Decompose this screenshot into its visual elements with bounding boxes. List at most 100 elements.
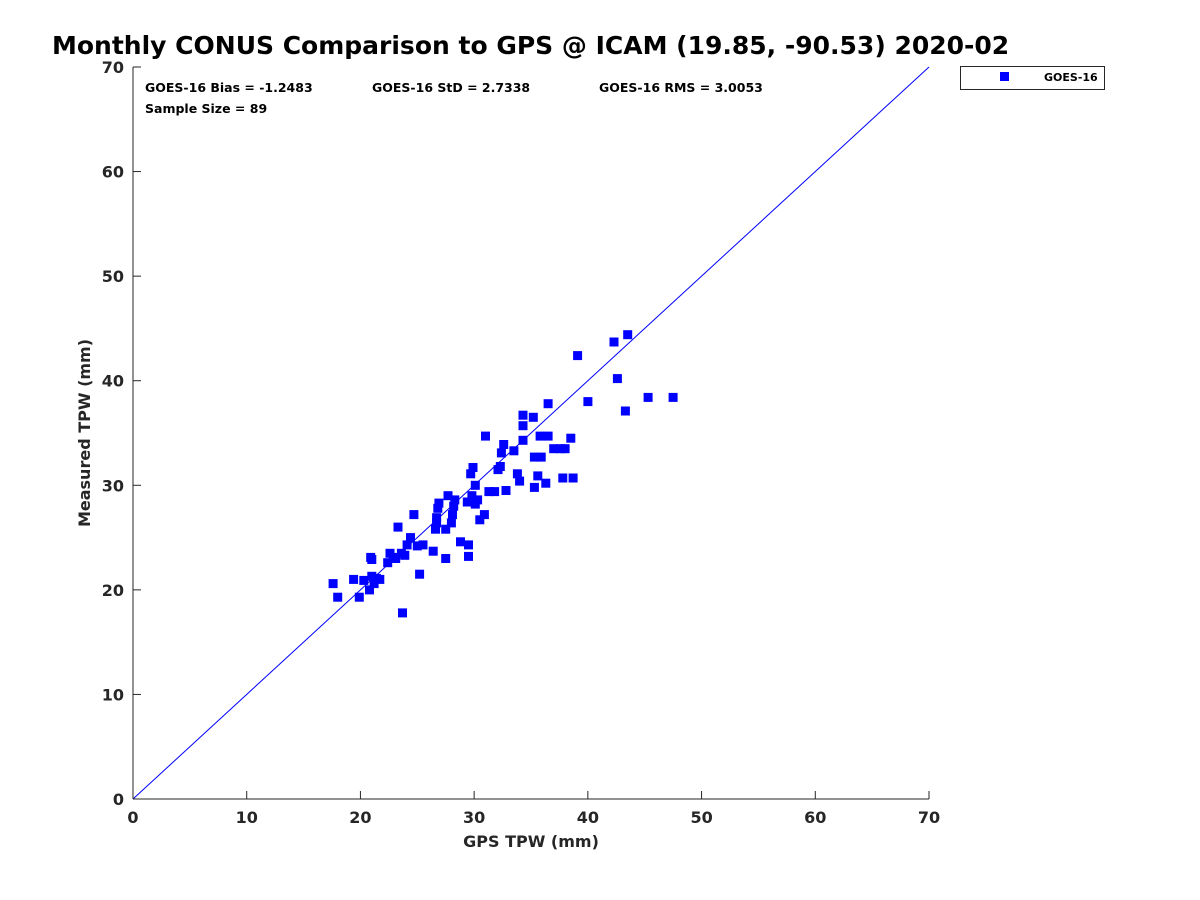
x-tick-label: 30: [463, 808, 485, 827]
data-point: [643, 392, 653, 402]
data-point: [470, 499, 480, 509]
data-point: [464, 540, 473, 550]
data-point: [456, 537, 465, 547]
data-point: [354, 592, 364, 602]
data-point: [367, 555, 377, 564]
data-point: [441, 524, 451, 534]
x-tick-label: 20: [349, 808, 371, 827]
data-point: [365, 585, 374, 595]
data-point: [566, 433, 576, 443]
x-tick-label: 50: [690, 808, 712, 827]
data-point: [518, 421, 528, 431]
data-point: [443, 491, 453, 501]
data-point: [543, 399, 553, 409]
data-point: [533, 471, 543, 481]
std-stat: GOES-16 StD = 2.7338: [372, 80, 530, 95]
chart-title: Monthly CONUS Comparison to GPS @ ICAM (…: [52, 31, 1009, 60]
data-point: [499, 440, 509, 449]
data-point: [495, 462, 505, 471]
data-point: [418, 540, 428, 550]
legend-marker-goes16: [1000, 72, 1009, 81]
y-tick-label: 20: [102, 581, 124, 600]
data-point: [479, 510, 489, 520]
data-point: [406, 533, 415, 543]
y-tick-label: 0: [113, 790, 124, 809]
rms-stat: GOES-16 RMS = 3.0053: [599, 80, 763, 95]
data-point: [450, 495, 460, 505]
data-point: [466, 469, 476, 479]
data-point: [560, 444, 570, 454]
data-point: [549, 444, 559, 454]
data-point: [398, 608, 407, 618]
data-point: [623, 330, 633, 340]
data-point: [509, 446, 519, 456]
data-point: [529, 452, 539, 462]
data-point: [536, 452, 546, 462]
data-point: [481, 431, 490, 441]
data-point: [375, 574, 385, 584]
data-point: [573, 351, 583, 361]
data-point: [431, 524, 440, 534]
data-point: [409, 510, 419, 520]
data-point: [535, 431, 545, 441]
data-point: [441, 554, 451, 563]
data-point: [434, 498, 444, 508]
data-point: [518, 410, 528, 420]
legend: GOES-16: [960, 66, 1105, 90]
data-point: [470, 480, 480, 490]
y-tick-label: 50: [102, 267, 124, 286]
data-point: [620, 406, 630, 416]
x-tick-label: 70: [918, 808, 940, 827]
data-point: [388, 552, 398, 562]
data-point: [415, 569, 425, 579]
data-point: [468, 463, 478, 472]
bias-stat: GOES-16 Bias = -1.2483: [145, 80, 313, 95]
y-tick-label: 70: [102, 58, 124, 77]
data-point: [583, 397, 593, 407]
data-point: [462, 497, 472, 507]
x-tick-label: 60: [804, 808, 826, 827]
y-tick-label: 10: [102, 685, 124, 704]
y-axis-label: Measured TPW (mm): [75, 339, 94, 527]
data-point: [448, 510, 457, 520]
data-point: [528, 412, 538, 422]
data-point: [501, 486, 511, 495]
data-point: [369, 579, 379, 589]
x-axis-label: GPS TPW (mm): [463, 832, 599, 851]
data-point: [433, 503, 443, 513]
data-point: [568, 473, 578, 483]
data-point: [349, 574, 359, 584]
data-point: [484, 487, 494, 497]
data-point: [464, 551, 473, 561]
legend-box: [960, 66, 1105, 90]
data-point: [475, 515, 485, 525]
x-tick-label: 10: [236, 808, 258, 827]
data-point: [558, 473, 568, 483]
data-point: [449, 501, 459, 511]
data-point: [541, 478, 551, 488]
data-point: [400, 550, 410, 560]
data-point: [515, 476, 525, 486]
data-point: [359, 575, 369, 585]
data-point: [383, 558, 393, 568]
y-tick-label: 30: [102, 476, 124, 495]
data-point: [668, 392, 678, 402]
data-point: [496, 448, 506, 458]
data-point: [333, 592, 343, 602]
data-point: [609, 337, 619, 347]
x-tick-label: 0: [127, 808, 138, 827]
data-point: [512, 469, 522, 479]
data-point: [518, 435, 528, 445]
data-point: [467, 491, 477, 501]
y-tick-label: 40: [102, 372, 124, 391]
x-tick-label: 40: [577, 808, 599, 827]
y-tick-label: 60: [102, 163, 124, 182]
data-point: [529, 482, 539, 492]
legend-label-goes16: GOES-16: [1044, 71, 1098, 84]
data-point: [490, 487, 500, 497]
data-point: [412, 541, 422, 551]
data-point: [543, 431, 553, 441]
data-point: [446, 518, 456, 528]
data-point: [402, 540, 412, 550]
